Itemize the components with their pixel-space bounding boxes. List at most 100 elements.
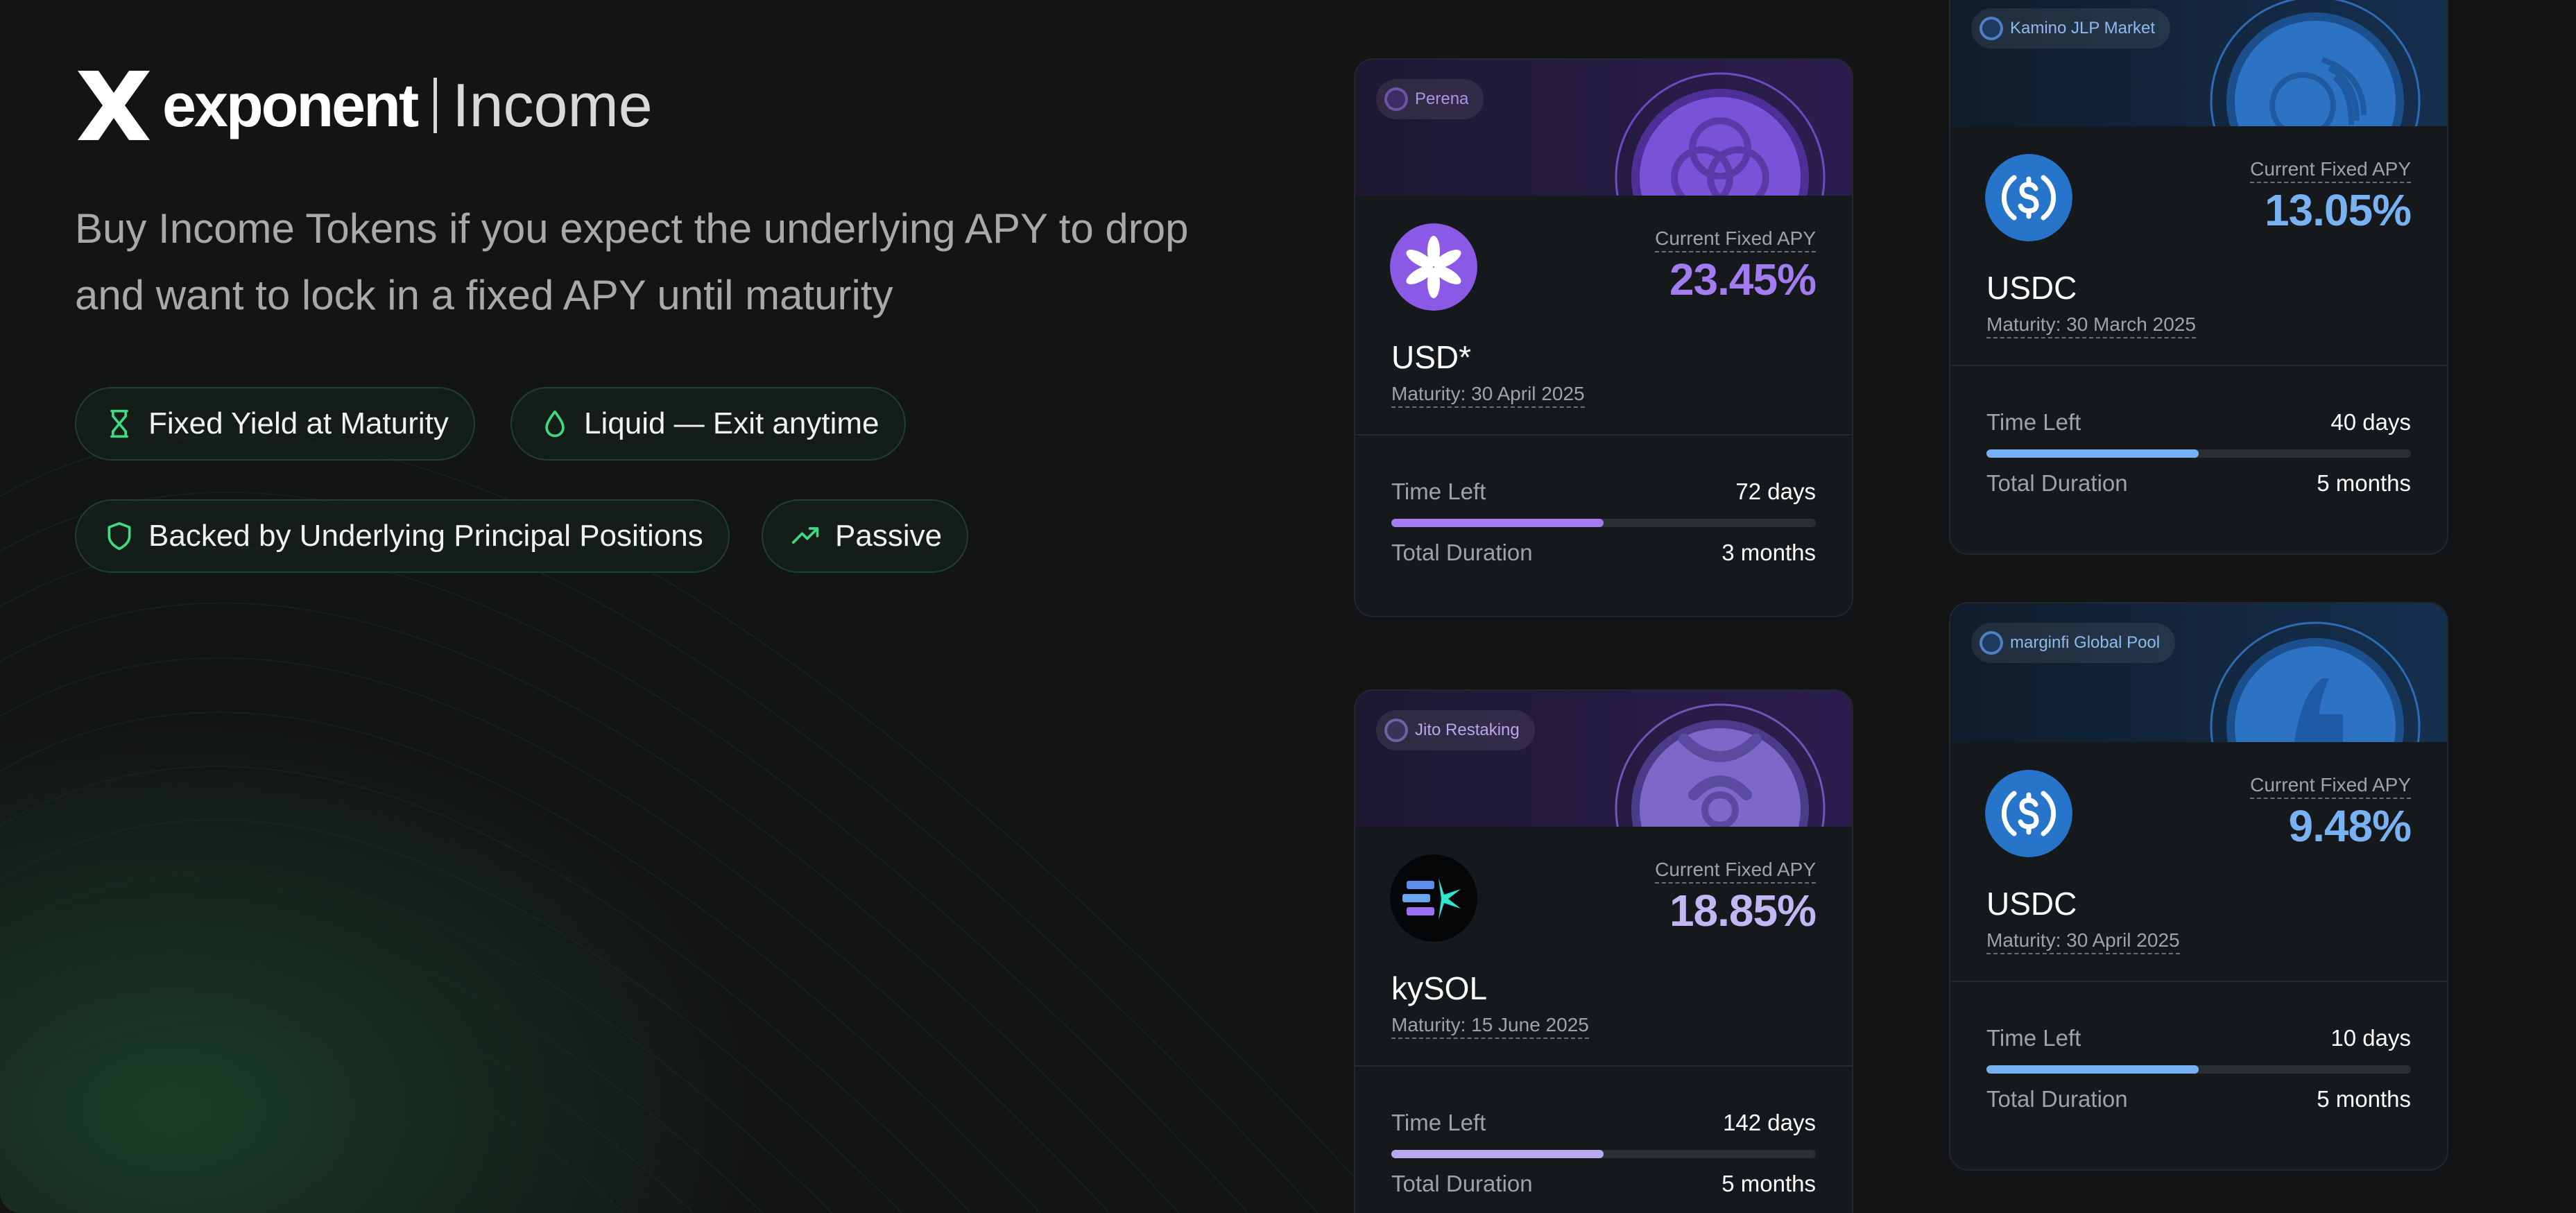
tagline: Buy Income Tokens if you expect the unde… bbox=[75, 205, 1189, 318]
apy-value: 23.45% bbox=[1669, 255, 1817, 304]
time-left-value: 40 days bbox=[2330, 409, 2411, 435]
card-divider bbox=[1950, 981, 2447, 982]
kysol-token-icon bbox=[1390, 854, 1477, 942]
topographic-background bbox=[0, 436, 1387, 1213]
total-duration-value: 5 months bbox=[2317, 1086, 2411, 1112]
progress-fill bbox=[1391, 519, 1604, 527]
protocol-badge: Perena bbox=[1376, 79, 1484, 119]
protocol-name: Jito Restaking bbox=[1415, 721, 1520, 739]
shield-icon bbox=[108, 522, 131, 551]
apy-label[interactable]: Current Fixed APY bbox=[1655, 227, 1816, 252]
time-left-value: 142 days bbox=[1723, 1110, 1816, 1135]
apy-value: 13.05% bbox=[2264, 185, 2412, 235]
card-banner: Perena bbox=[1355, 60, 1852, 196]
hourglass-icon bbox=[110, 409, 128, 438]
maturity-date[interactable]: Maturity: 30 April 2025 bbox=[1391, 383, 1585, 408]
time-left-label: Time Left bbox=[1391, 479, 1486, 504]
maturity-progress-bar bbox=[1986, 449, 2411, 458]
feature-chip-liquid: Liquid — Exit anytime bbox=[510, 387, 906, 461]
token-name: USDC bbox=[1986, 886, 2077, 922]
market-card-jito[interactable]: Jito Restaking Current Fixed APY 18.85% … bbox=[1354, 689, 1853, 1213]
total-duration-label: Total Duration bbox=[1391, 540, 1533, 565]
usdc-token-icon bbox=[1985, 770, 2072, 857]
total-duration-value: 5 months bbox=[2317, 470, 2411, 496]
apy-label[interactable]: Current Fixed APY bbox=[1655, 859, 1816, 884]
time-left-row: Time Left 10 days bbox=[1986, 1025, 2411, 1051]
time-left-label: Time Left bbox=[1986, 409, 2081, 435]
market-card-perena[interactable]: Perena Current Fixed APY 23.45% USD* Mat… bbox=[1354, 58, 1853, 617]
progress-fill bbox=[1986, 449, 2199, 458]
maturity-progress-bar bbox=[1986, 1065, 2411, 1074]
perena-logo-icon bbox=[1384, 87, 1408, 111]
total-duration-value: 3 months bbox=[1721, 540, 1816, 565]
time-left-row: Time Left 72 days bbox=[1391, 479, 1816, 505]
jito-banner-icon bbox=[1615, 703, 1826, 827]
time-left-row: Time Left 142 days bbox=[1391, 1110, 1816, 1136]
droplet-icon bbox=[545, 410, 565, 438]
protocol-badge: marginfi Global Pool bbox=[1971, 623, 2176, 663]
token-name: kySOL bbox=[1391, 970, 1488, 1006]
progress-fill bbox=[1391, 1150, 1604, 1158]
perena-banner-icon bbox=[1615, 72, 1826, 196]
card-divider bbox=[1950, 365, 2447, 366]
protocol-name: Perena bbox=[1415, 89, 1469, 108]
brand-name: exponent bbox=[162, 71, 419, 139]
feature-label: Liquid — Exit anytime bbox=[584, 406, 879, 440]
card-divider bbox=[1355, 434, 1852, 436]
jito-logo-icon bbox=[1384, 719, 1408, 742]
maturity-progress-bar bbox=[1391, 519, 1816, 527]
protocol-badge: Jito Restaking bbox=[1376, 710, 1535, 750]
apy-value: 9.48% bbox=[2288, 801, 2412, 851]
product-name: Income bbox=[452, 71, 653, 139]
token-name: USDC bbox=[1986, 270, 2077, 306]
total-duration-label: Total Duration bbox=[1986, 1086, 2128, 1112]
usd-star-token-icon bbox=[1390, 223, 1477, 311]
feature-label: Backed by Underlying Principal Positions bbox=[148, 519, 703, 553]
marginfi-logo-icon bbox=[1980, 631, 2003, 655]
feature-chip-passive: Passive bbox=[762, 499, 969, 573]
total-duration-row: Total Duration 5 months bbox=[1986, 1086, 2411, 1112]
feature-label: Fixed Yield at Maturity bbox=[148, 406, 449, 440]
trending-up-icon bbox=[791, 527, 819, 544]
total-duration-row: Total Duration 5 months bbox=[1391, 1171, 1816, 1197]
card-divider bbox=[1355, 1065, 1852, 1067]
exponent-logo-icon bbox=[78, 71, 150, 140]
card-banner: Kamino JLP Market bbox=[1950, 0, 2447, 126]
apy-value: 18.85% bbox=[1669, 886, 1817, 936]
feature-label: Passive bbox=[835, 519, 943, 553]
marginfi-banner-icon bbox=[2210, 621, 2421, 742]
kamino-banner-icon bbox=[2210, 0, 2421, 126]
maturity-date[interactable]: Maturity: 30 March 2025 bbox=[1986, 313, 2196, 338]
protocol-name: marginfi Global Pool bbox=[2010, 633, 2161, 652]
brand-header: exponent Income bbox=[75, 69, 653, 141]
protocol-badge: Kamino JLP Market bbox=[1971, 8, 2170, 49]
apy-label[interactable]: Current Fixed APY bbox=[2250, 774, 2411, 799]
market-card-kamino[interactable]: Kamino JLP Market Current Fixed APY 13.0… bbox=[1949, 0, 2448, 555]
time-left-label: Time Left bbox=[1391, 1110, 1486, 1135]
usdc-token-icon bbox=[1985, 154, 2072, 241]
card-banner: marginfi Global Pool bbox=[1950, 603, 2447, 742]
feature-chip-fixed-yield: Fixed Yield at Maturity bbox=[75, 387, 475, 461]
time-left-value: 10 days bbox=[2330, 1025, 2411, 1051]
total-duration-label: Total Duration bbox=[1391, 1171, 1533, 1196]
total-duration-row: Total Duration 5 months bbox=[1986, 470, 2411, 497]
total-duration-label: Total Duration bbox=[1986, 470, 2128, 496]
total-duration-row: Total Duration 3 months bbox=[1391, 540, 1816, 566]
total-duration-value: 5 months bbox=[1721, 1171, 1816, 1196]
time-left-value: 72 days bbox=[1735, 479, 1816, 504]
maturity-progress-bar bbox=[1391, 1150, 1816, 1158]
market-card-marginfi[interactable]: marginfi Global Pool Current Fixed APY 9… bbox=[1949, 602, 2448, 1171]
protocol-name: Kamino JLP Market bbox=[2010, 19, 2155, 37]
brand-separator bbox=[433, 78, 438, 133]
maturity-date[interactable]: Maturity: 30 April 2025 bbox=[1986, 929, 2180, 954]
apy-label[interactable]: Current Fixed APY bbox=[2250, 158, 2411, 183]
token-name: USD* bbox=[1391, 339, 1472, 375]
time-left-row: Time Left 40 days bbox=[1986, 409, 2411, 436]
feature-chip-backed: Backed by Underlying Principal Positions bbox=[75, 499, 730, 573]
time-left-label: Time Left bbox=[1986, 1025, 2081, 1051]
progress-fill bbox=[1986, 1065, 2199, 1074]
maturity-date[interactable]: Maturity: 15 June 2025 bbox=[1391, 1014, 1589, 1039]
kamino-logo-icon bbox=[1980, 17, 2003, 40]
card-banner: Jito Restaking bbox=[1355, 691, 1852, 827]
